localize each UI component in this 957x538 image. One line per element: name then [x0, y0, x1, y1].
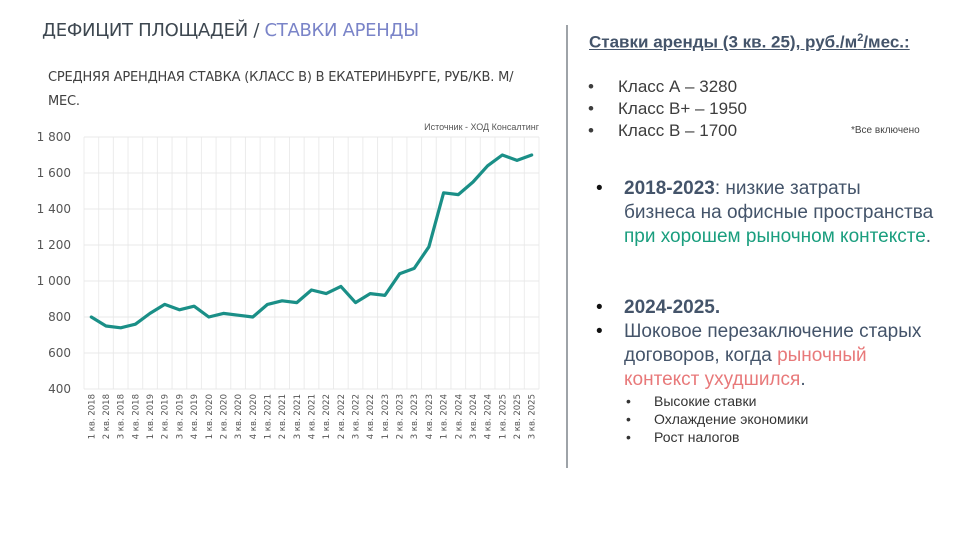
reason-item: • Высокие ставки	[626, 393, 757, 409]
x-tick-label: 1 кв. 2023	[381, 394, 391, 439]
positive-highlight: при хорошем рыночном контексте	[624, 226, 926, 247]
x-tick-label: 3 кв. 2020	[234, 394, 244, 439]
negative-highlight: рыночный контекст ухудшился	[624, 345, 867, 390]
title-accent: СТАВКИ АРЕНДЫ	[264, 20, 420, 41]
x-tick-label: 2 кв. 2018	[102, 394, 112, 439]
x-tick-label: 2 кв. 2025	[513, 394, 523, 439]
x-tick-label: 4 кв. 2024	[484, 394, 494, 439]
x-tick-label: 3 кв. 2024	[469, 394, 479, 439]
x-tick-label: 2 кв. 2024	[454, 394, 464, 439]
x-tick-label: 1 кв. 2020	[205, 394, 215, 439]
series-line	[89, 153, 534, 330]
y-tick-label: 1 600	[37, 166, 71, 180]
y-tick-label: 1 800	[37, 130, 71, 144]
x-tick-label: 1 кв. 2022	[322, 394, 332, 439]
x-tick-label: 1 кв. 2024	[440, 394, 450, 439]
y-tick-label: 600	[48, 346, 71, 360]
x-tick-label: 1 кв. 2021	[263, 394, 273, 439]
rate-item-class-b-plus: • Класс В+ – 1950	[588, 99, 747, 118]
x-tick-label: 4 кв. 2023	[425, 394, 435, 439]
x-tick-label: 2 кв. 2021	[278, 394, 288, 439]
rent-rate-line-chart: 400 600 800 1 000 1 200 1 400 1 600 1 800 1 кв. …	[37, 130, 540, 439]
y-tick-label: 1 000	[37, 274, 71, 288]
x-tick-label: 3 кв. 2022	[352, 394, 362, 439]
x-tick-label: 4 кв. 2020	[249, 394, 259, 439]
chart-subtitle: СРЕДНЯЯ АРЕНДНАЯ СТАВКА (КЛАСС B) В ЕКАТ…	[48, 70, 514, 109]
x-tick-label: 2 кв. 2023	[396, 394, 406, 439]
thesis-2024-2025: • 2024-2025. • Шоковое перезаключение стар…	[596, 297, 922, 390]
x-tick-label: 2 кв. 2019	[161, 394, 171, 439]
x-tick-label: 3 кв. 2025	[528, 394, 538, 439]
y-tick-label: 1 200	[37, 238, 71, 252]
x-tick-label: 4 кв. 2018	[131, 394, 141, 439]
x-tick-label: 2 кв. 2022	[337, 394, 347, 439]
x-tick-label: 1 кв. 2025	[498, 394, 508, 439]
x-tick-label: 3 кв. 2018	[117, 394, 127, 439]
x-tick-label: 4 кв. 2022	[366, 394, 376, 439]
rates-list: • Класс А – 3280 • Класс В+ – 1950 • Класс …	[588, 76, 747, 142]
x-tick-label: 3 кв. 2021	[293, 394, 303, 439]
x-tick-label: 4 кв. 2019	[190, 394, 200, 439]
title-main: ДЕФИЦИТ ПЛОЩАДЕЙ /	[42, 20, 265, 41]
x-tick-label: 4 кв. 2021	[308, 394, 318, 439]
reason-item: • Рост налогов	[626, 429, 740, 445]
panel-divider	[566, 25, 568, 468]
x-tick-label: 1 кв. 2018	[87, 394, 97, 439]
x-tick-label: 3 кв. 2023	[410, 394, 420, 439]
y-tick-label: 800	[48, 310, 71, 324]
y-tick-label: 400	[48, 382, 71, 396]
chart-source: Источник - ХОД Консалтинг	[424, 122, 539, 132]
thesis-2018-2023: • 2018-2023: низкие затраты бизнеса на оф…	[596, 178, 934, 247]
rate-item-class-b: • Класс В – 1700	[588, 121, 738, 140]
rate-item-class-a: • Класс А – 3280	[588, 77, 738, 96]
reasons-list: • Высокие ставки • Охлаждение экономики • Р…	[626, 392, 808, 446]
x-tick-label: 3 кв. 2019	[175, 394, 185, 439]
y-tick-label: 1 400	[37, 202, 71, 216]
all-inclusive-note: *Все включено	[851, 125, 920, 136]
x-tick-label: 2 кв. 2020	[219, 394, 229, 439]
x-tick-label: 1 кв. 2019	[146, 394, 156, 439]
rates-heading: Ставки аренды (3 кв. 25), руб./м2/мес.:	[589, 32, 910, 52]
page-title: ДЕФИЦИТ ПЛОЩАДЕЙ / СТАВКИ АРЕНДЫ	[42, 20, 419, 41]
reason-item: • Охлаждение экономики	[626, 411, 809, 427]
